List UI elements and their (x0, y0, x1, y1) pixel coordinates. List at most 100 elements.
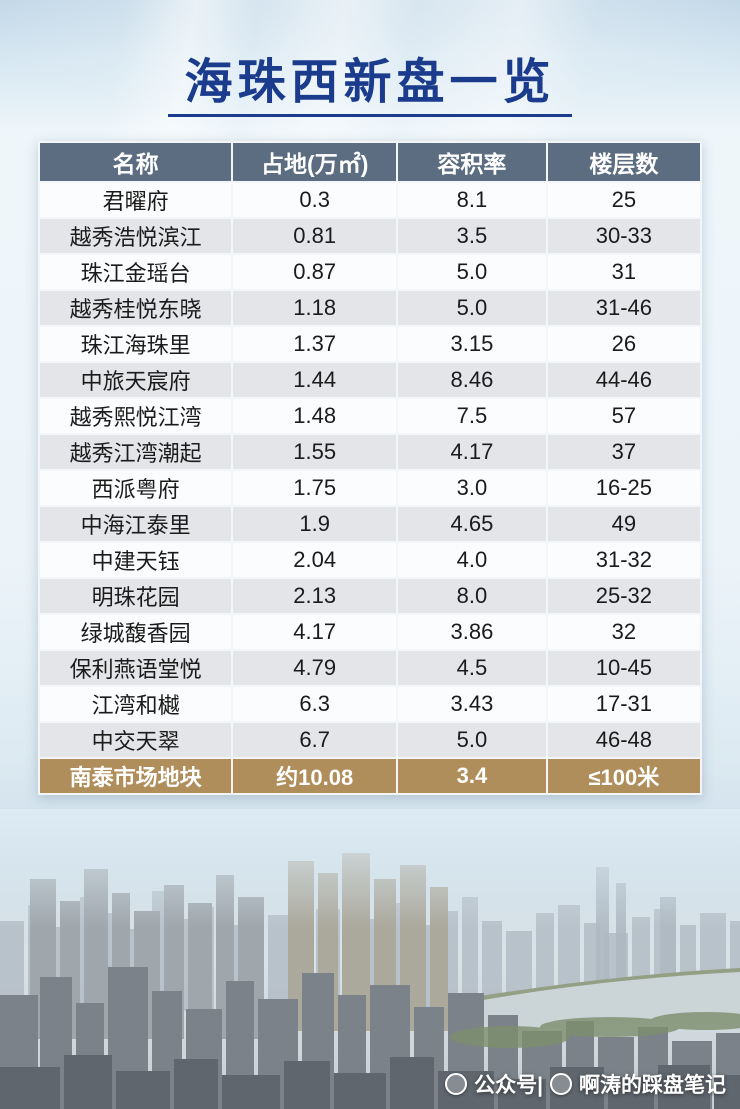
watermark-prefix: 公众号| (474, 1074, 543, 1097)
value-cell: 2.04 (231, 541, 399, 579)
project-name-cell: 绿城馥香园 (37, 613, 234, 651)
value-cell: 4.0 (396, 541, 548, 579)
value-cell: 0.81 (231, 217, 399, 255)
project-name-cell: 中建天钰 (37, 541, 234, 579)
col-header-ratio: 容积率 (396, 141, 548, 183)
value-cell: 8.0 (396, 577, 548, 615)
value-cell: ≤100米 (545, 757, 703, 795)
value-cell: 1.9 (231, 505, 399, 543)
value-cell: 32 (545, 613, 703, 651)
value-cell: 4.17 (231, 613, 399, 651)
table-body: 君曜府 0.3 8.1 25 越秀浩悦滨江 0.81 3.5 30-33 珠江金瑶台 0.87 5.… (37, 181, 703, 795)
value-cell: 0.87 (231, 253, 399, 291)
table-row: 明珠花园 2.13 8.0 25-32 (37, 577, 703, 615)
table-row: 绿城馥香园 4.17 3.86 32 (37, 613, 703, 651)
project-name-cell: 越秀江湾潮起 (37, 433, 234, 471)
value-cell: 16-25 (545, 469, 703, 507)
value-cell: 3.86 (396, 613, 548, 651)
value-cell: 约10.08 (231, 757, 399, 795)
value-cell: 3.0 (396, 469, 548, 507)
project-name-cell: 明珠花园 (37, 577, 234, 615)
table-row: 越秀桂悦东晓 1.18 5.0 31-46 (37, 289, 703, 327)
table-row: 西派粤府 1.75 3.0 16-25 (37, 469, 703, 507)
value-cell: 3.5 (396, 217, 548, 255)
col-header-area: 占地(万㎡) (231, 141, 399, 183)
official-account-icon (445, 1073, 468, 1095)
value-cell: 31-32 (545, 541, 703, 579)
title-underline (168, 114, 572, 117)
value-cell: 37 (545, 433, 703, 471)
value-cell: 17-31 (545, 685, 703, 723)
project-name-cell: 越秀熙悦江湾 (37, 397, 234, 435)
table-row: 中旅天宸府 1.44 8.46 44-46 (37, 361, 703, 399)
value-cell: 7.5 (396, 397, 548, 435)
col-header-name: 名称 (37, 141, 234, 183)
value-cell: 30-33 (545, 217, 703, 255)
value-cell: 0.3 (231, 181, 399, 219)
project-name-cell: 君曜府 (37, 181, 234, 219)
table-row: 越秀江湾潮起 1.55 4.17 37 (37, 433, 703, 471)
value-cell: 3.15 (396, 325, 548, 363)
watermark-account: 啊涛的踩盘笔记 (579, 1074, 726, 1097)
value-cell: 25 (545, 181, 703, 219)
header-row: 名称 占地(万㎡) 容积率 楼层数 (37, 141, 703, 183)
value-cell: 3.43 (396, 685, 548, 723)
value-cell: 1.75 (231, 469, 399, 507)
value-cell: 25-32 (545, 577, 703, 615)
value-cell: 1.44 (231, 361, 399, 399)
value-cell: 49 (545, 505, 703, 543)
project-name-cell: 越秀桂悦东晓 (37, 289, 234, 327)
value-cell: 10-45 (545, 649, 703, 687)
watermark: 公众号| 啊涛的踩盘笔记 (445, 1069, 726, 1099)
project-name-cell: 越秀浩悦滨江 (37, 217, 234, 255)
value-cell: 5.0 (396, 289, 548, 327)
value-cell: 5.0 (396, 253, 548, 291)
author-avatar-icon (550, 1073, 572, 1095)
page-title: 海珠西新盘一览 (184, 56, 556, 109)
project-name-cell: 珠江金瑶台 (37, 253, 234, 291)
table-row: 珠江金瑶台 0.87 5.0 31 (37, 253, 703, 291)
col-header-floors: 楼层数 (545, 141, 703, 183)
table-row: 越秀浩悦滨江 0.81 3.5 30-33 (37, 217, 703, 255)
project-name-cell: 江湾和樾 (37, 685, 234, 723)
table-row: 越秀熙悦江湾 1.48 7.5 57 (37, 397, 703, 435)
value-cell: 8.46 (396, 361, 548, 399)
table-row: 君曜府 0.3 8.1 25 (37, 181, 703, 219)
project-name-cell: 南泰市场地块 (37, 757, 234, 795)
value-cell: 1.37 (231, 325, 399, 363)
table-row: 中海江泰里 1.9 4.65 49 (37, 505, 703, 543)
value-cell: 4.17 (396, 433, 548, 471)
cityscape-photo (0, 809, 740, 1109)
value-cell: 4.65 (396, 505, 548, 543)
value-cell: 2.13 (231, 577, 399, 615)
value-cell: 46-48 (545, 721, 703, 759)
value-cell: 44-46 (545, 361, 703, 399)
value-cell: 4.79 (231, 649, 399, 687)
highlight-row: 南泰市场地块 约10.08 3.4 ≤100米 (37, 757, 703, 795)
project-name-cell: 保利燕语堂悦 (37, 649, 234, 687)
value-cell: 5.0 (396, 721, 548, 759)
project-name-cell: 中交天翠 (37, 721, 234, 759)
value-cell: 6.7 (231, 721, 399, 759)
value-cell: 1.18 (231, 289, 399, 327)
project-name-cell: 中旅天宸府 (37, 361, 234, 399)
project-name-cell: 珠江海珠里 (37, 325, 234, 363)
value-cell: 1.48 (231, 397, 399, 435)
table-row: 保利燕语堂悦 4.79 4.5 10-45 (37, 649, 703, 687)
value-cell: 4.5 (396, 649, 548, 687)
value-cell: 8.1 (396, 181, 548, 219)
table-row: 江湾和樾 6.3 3.43 17-31 (37, 685, 703, 723)
listings-table-wrap: 名称 占地(万㎡) 容积率 楼层数 君曜府 0.3 8.1 25 越秀浩悦滨江 0.81 3… (37, 141, 703, 795)
table-row: 珠江海珠里 1.37 3.15 26 (37, 325, 703, 363)
table-row: 中交天翠 6.7 5.0 46-48 (37, 721, 703, 759)
project-name-cell: 西派粤府 (37, 469, 234, 507)
listings-table: 名称 占地(万㎡) 容积率 楼层数 君曜府 0.3 8.1 25 越秀浩悦滨江 0.81 3… (37, 141, 703, 795)
value-cell: 31-46 (545, 289, 703, 327)
project-name-cell: 中海江泰里 (37, 505, 234, 543)
value-cell: 57 (545, 397, 703, 435)
value-cell: 3.4 (396, 757, 548, 795)
value-cell: 1.55 (231, 433, 399, 471)
value-cell: 6.3 (231, 685, 399, 723)
value-cell: 31 (545, 253, 703, 291)
